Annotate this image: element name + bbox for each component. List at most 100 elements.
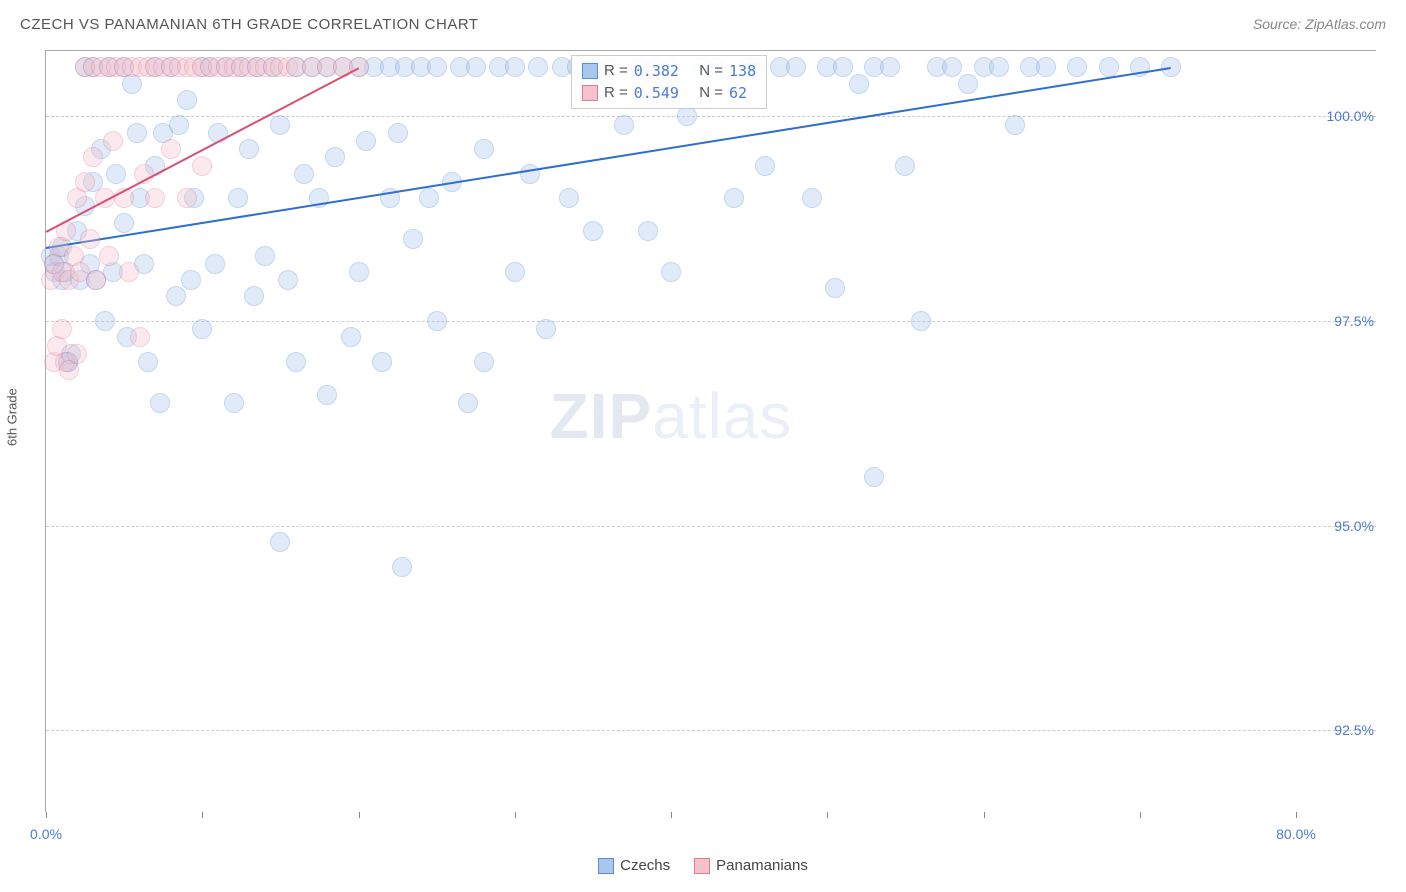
scatter-point [505,262,525,282]
scatter-point [880,57,900,77]
scatter-point [224,393,244,413]
scatter-point [244,286,264,306]
scatter-point [638,221,658,241]
scatter-point [169,115,189,135]
scatter-point [349,57,369,77]
scatter-point [474,139,494,159]
scatter-point [427,311,447,331]
ytick-label: 100.0% [1327,108,1374,124]
xtick-label: 0.0% [30,826,62,842]
scatter-point [372,352,392,372]
scatter-point [911,311,931,331]
legend-label-panamanians: Panamanians [716,857,808,874]
scatter-point [239,139,259,159]
scatter-point [349,262,369,282]
gridline [46,321,1376,322]
legend-swatch [582,85,598,101]
scatter-point [583,221,603,241]
scatter-point [1005,115,1025,135]
scatter-point [392,557,412,577]
scatter-point [989,57,1009,77]
scatter-point [528,57,548,77]
scatter-point [958,74,978,94]
scatter-point [161,139,181,159]
scatter-point [356,131,376,151]
n-label: N = [699,82,723,104]
xtick [984,812,985,818]
scatter-point [614,115,634,135]
xtick [359,812,360,818]
watermark: ZIPatlas [550,379,793,453]
gridline [46,116,1376,117]
scatter-point [119,262,139,282]
scatter-point [419,188,439,208]
n-label: N = [699,60,723,82]
scatter-point [138,352,158,372]
n-value: 138 [729,60,756,82]
scatter-point [205,254,225,274]
scatter-point [80,229,100,249]
scatter-point [145,188,165,208]
scatter-point [895,156,915,176]
scatter-point [341,327,361,347]
scatter-point [114,213,134,233]
scatter-point [103,131,123,151]
scatter-point [536,319,556,339]
xtick [202,812,203,818]
r-label: R = [604,82,628,104]
scatter-point [286,352,306,372]
scatter-point [849,74,869,94]
legend-swatch-czechs [598,858,614,874]
watermark-light: atlas [652,380,792,452]
r-value: 0.549 [634,82,679,104]
r-value: 0.382 [634,60,679,82]
xtick [46,812,47,818]
scatter-point [52,319,72,339]
scatter-point [802,188,822,208]
scatter-point [677,106,697,126]
n-value: 62 [729,82,747,104]
scatter-point [427,57,447,77]
scatter-point [270,532,290,552]
watermark-bold: ZIP [550,380,653,452]
scatter-point [99,246,119,266]
scatter-point [661,262,681,282]
scatter-point [83,147,103,167]
legend-stats-row: R = 0.382 N = 138 [582,60,756,82]
xtick-label: 80.0% [1276,826,1316,842]
scatter-point [106,164,126,184]
scatter-point [864,467,884,487]
r-label: R = [604,60,628,82]
scatter-point [474,352,494,372]
ytick-label: 97.5% [1334,313,1374,329]
scatter-point [127,123,147,143]
scatter-point [192,156,212,176]
legend-swatch-panamanians [694,858,710,874]
scatter-point [177,188,197,208]
y-axis-title: 6th Grade [5,388,20,446]
scatter-point [278,270,298,290]
legend-swatch [582,63,598,79]
legend-item-czechs: Czechs [598,857,670,874]
scatter-point [786,57,806,77]
scatter-point [1036,57,1056,77]
scatter-point [942,57,962,77]
legend-stats-box: R = 0.382 N = 138R = 0.549 N = 62 [571,55,767,109]
scatter-point [403,229,423,249]
ytick-label: 92.5% [1334,722,1374,738]
gridline [46,730,1376,731]
scatter-point [1099,57,1119,77]
xtick [671,812,672,818]
legend-item-panamanians: Panamanians [694,857,808,874]
ytick-label: 95.0% [1334,518,1374,534]
scatter-point [177,90,197,110]
chart-area: ZIPatlas 92.5%95.0%97.5%100.0%0.0%80.0%R… [45,50,1376,812]
scatter-point [192,319,212,339]
scatter-point [130,327,150,347]
scatter-point [724,188,744,208]
scatter-point [317,385,337,405]
plot-region: ZIPatlas 92.5%95.0%97.5%100.0%0.0%80.0%R… [46,51,1296,812]
legend-label-czechs: Czechs [620,857,670,874]
chart-title: CZECH VS PANAMANIAN 6TH GRADE CORRELATIO… [20,16,479,33]
scatter-point [833,57,853,77]
